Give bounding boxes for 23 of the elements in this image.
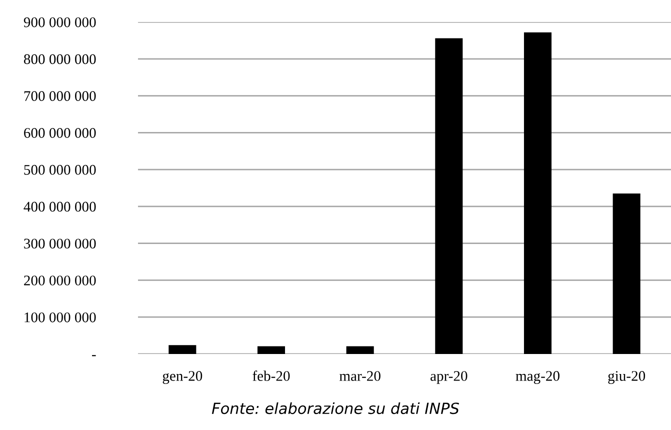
y-tick-label: 400 000 000 bbox=[24, 202, 96, 212]
bar bbox=[524, 32, 552, 354]
y-tick-label: - bbox=[92, 355, 96, 356]
y-tick-label: 900 000 000 bbox=[24, 17, 96, 28]
x-tick-label: mar-20 bbox=[339, 371, 380, 381]
x-tick-label: feb-20 bbox=[252, 370, 290, 381]
x-tick-label: apr-20 bbox=[430, 371, 468, 384]
x-tick-label: giu-20 bbox=[608, 371, 646, 384]
bar bbox=[435, 38, 463, 354]
y-tick-label: 500 000 000 bbox=[24, 164, 96, 175]
y-tick-label: 300 000 000 bbox=[24, 238, 96, 249]
y-tick-label: 200 000 000 bbox=[24, 276, 96, 286]
y-tick-label: 100 000 000 bbox=[24, 312, 96, 322]
y-tick-label: 600 000 000 bbox=[24, 128, 96, 138]
source-note: Fonte: elaborazione su dati INPS bbox=[212, 402, 459, 414]
bar bbox=[612, 194, 640, 354]
bar bbox=[257, 346, 286, 354]
bar bbox=[168, 345, 196, 354]
bar bbox=[346, 346, 374, 354]
y-tick-label: 700 000 000 bbox=[24, 91, 96, 101]
y-tick-label: 800 000 000 bbox=[24, 54, 96, 64]
x-tick-label: mag-20 bbox=[516, 371, 560, 384]
x-tick-label: gen-20 bbox=[162, 371, 202, 384]
